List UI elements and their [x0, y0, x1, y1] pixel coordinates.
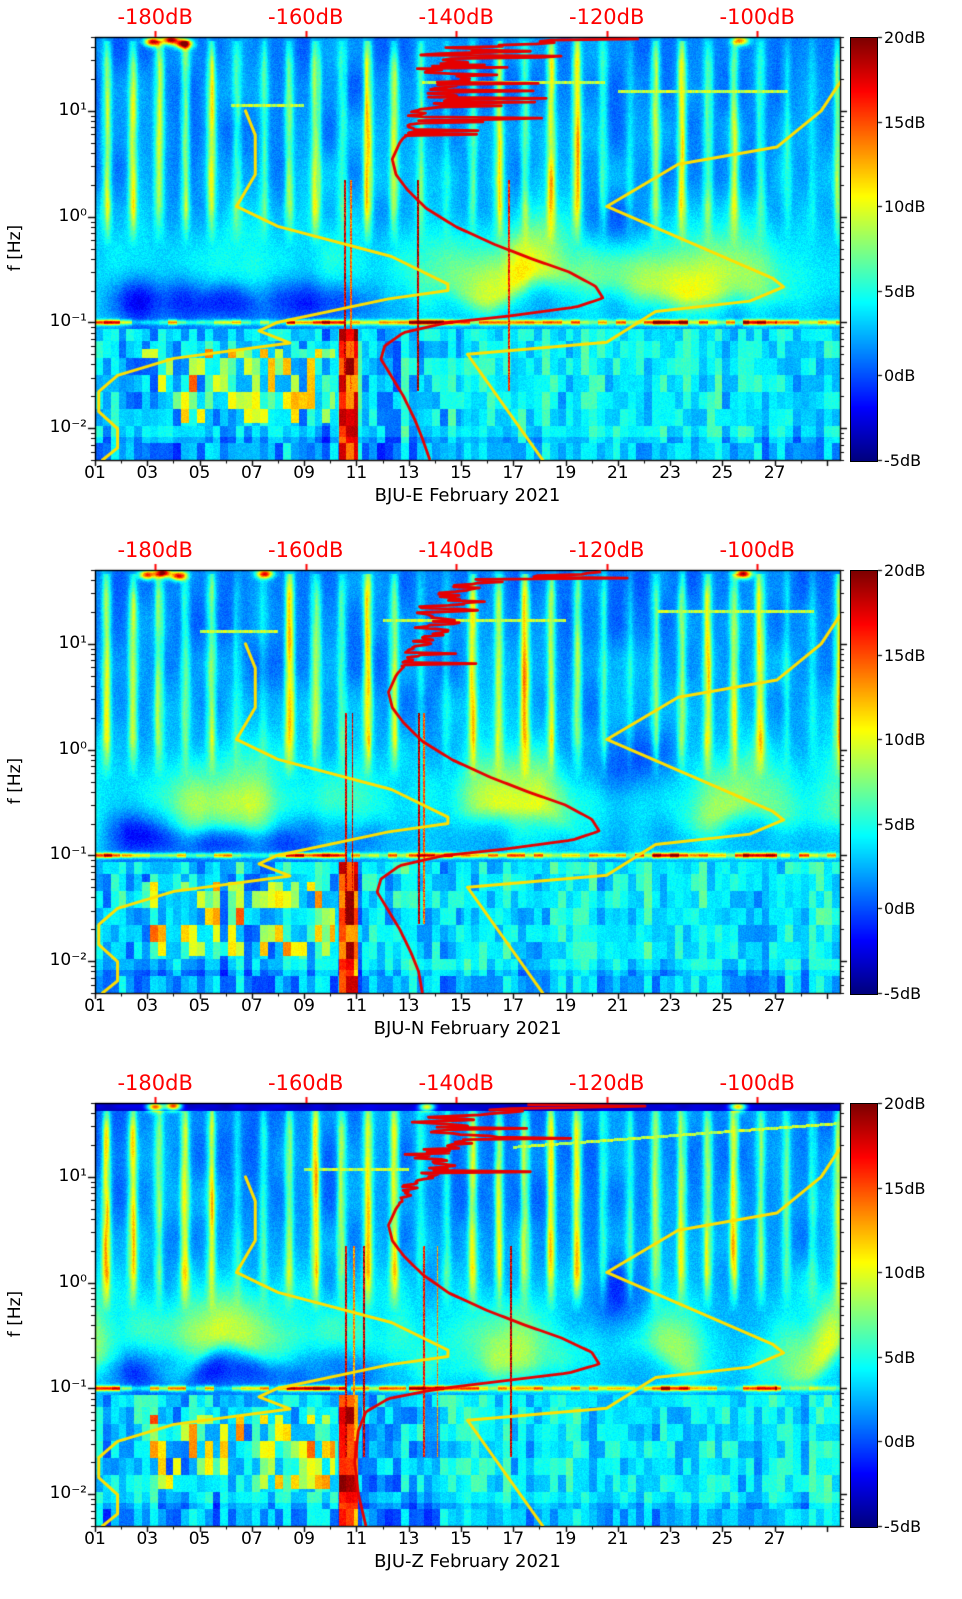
x-tick-label: 03 — [136, 996, 159, 1016]
x-tick-label: 03 — [136, 463, 159, 483]
panel-title: BJU-E February 2021 — [374, 485, 561, 506]
colorbar-tick-label: 15dB — [884, 1178, 926, 1198]
x-tick-label: 23 — [659, 996, 681, 1016]
x-tick-label: 01 — [84, 463, 106, 483]
x-tick-label: 15 — [450, 1529, 472, 1549]
y-axis-label: f [Hz] — [5, 1290, 25, 1338]
x-tick-label: 25 — [711, 1529, 734, 1549]
x-tick-label: 17 — [502, 1529, 525, 1549]
colorbar-tick-label: 0dB — [884, 366, 916, 386]
colorbar-tick-label: 15dB — [884, 112, 926, 132]
x-tick-label: 07 — [241, 1529, 263, 1549]
colorbar-tick-label: 10dB — [884, 730, 926, 750]
axes-overlay-canvas — [0, 1066, 962, 1599]
x-tick-label: 25 — [711, 463, 734, 483]
colorbar-tick-label: 5dB — [884, 1347, 916, 1367]
x-tick-label: 21 — [606, 996, 629, 1016]
x-tick-label: 19 — [554, 1529, 577, 1549]
y-axis-label: f [Hz] — [5, 224, 25, 272]
x-tick-label: 01 — [84, 1529, 106, 1549]
colorbar-tick-label: 10dB — [884, 197, 926, 217]
colorbar-tick-label: 20dB — [884, 28, 926, 47]
x-tick-label: 07 — [241, 996, 263, 1016]
x-tick-label: 23 — [659, 1529, 681, 1549]
x-tick-label: 15 — [450, 463, 472, 483]
x-tick-label: 11 — [345, 463, 368, 483]
y-tick-label: 10⁰ — [58, 1271, 87, 1292]
y-tick-label: 10¹ — [58, 1165, 87, 1186]
x-tick-label: 13 — [397, 996, 420, 1016]
panel-bju-n: -180dB -160dB -140dB -120dB -100dB f [Hz… — [0, 533, 962, 1066]
y-tick-label: 10⁻² — [49, 417, 87, 438]
x-tick-label: 09 — [293, 1529, 315, 1549]
x-tick-label: 17 — [502, 996, 525, 1016]
y-tick-label: 10⁻² — [49, 950, 87, 971]
axes-overlay-canvas — [0, 0, 962, 533]
x-tick-label: 11 — [345, 1529, 368, 1549]
colorbar-tick-label: 20dB — [884, 1094, 926, 1113]
x-tick-label: 05 — [188, 996, 211, 1016]
x-tick-label: 19 — [554, 996, 577, 1016]
panel-title: BJU-Z February 2021 — [374, 1551, 561, 1572]
colorbar — [850, 1103, 878, 1528]
y-tick-label: 10⁻¹ — [49, 1377, 87, 1398]
y-axis-label: f [Hz] — [5, 757, 25, 805]
colorbar-tick-label: 15dB — [884, 645, 926, 665]
x-tick-label: 17 — [502, 463, 525, 483]
x-tick-label: 13 — [397, 463, 420, 483]
x-tick-label: 23 — [659, 463, 681, 483]
y-tick-label: 10⁻¹ — [49, 844, 87, 865]
y-tick-label: 10⁰ — [58, 738, 87, 759]
panel-bju-z: -180dB -160dB -140dB -120dB -100dB f [Hz… — [0, 1066, 962, 1599]
colorbar-tick-label: 20dB — [884, 561, 926, 580]
colorbar-tick-label: 5dB — [884, 281, 916, 301]
y-tick-label: 10¹ — [58, 99, 87, 120]
y-tick-label: 10¹ — [58, 632, 87, 653]
colorbar-tick-label: -5dB — [884, 1517, 922, 1536]
x-tick-label: 05 — [188, 1529, 211, 1549]
x-tick-label: 11 — [345, 996, 368, 1016]
panel-title: BJU-N February 2021 — [373, 1018, 562, 1039]
x-tick-label: 21 — [606, 1529, 629, 1549]
x-tick-label: 19 — [554, 463, 577, 483]
x-tick-label: 27 — [763, 1529, 786, 1549]
x-tick-label: 03 — [136, 1529, 159, 1549]
colorbar — [850, 37, 878, 462]
x-tick-label: 13 — [397, 1529, 420, 1549]
colorbar-tick-label: 5dB — [884, 814, 916, 834]
colorbar-tick-label: -5dB — [884, 984, 922, 1003]
x-tick-label: 01 — [84, 996, 106, 1016]
axes-overlay-canvas — [0, 533, 962, 1066]
x-tick-label: 09 — [293, 463, 315, 483]
x-tick-label: 07 — [241, 463, 263, 483]
panel-bju-e: -180dB -160dB -140dB -120dB -100dB f [Hz… — [0, 0, 962, 533]
y-tick-label: 10⁻¹ — [49, 311, 87, 332]
y-tick-label: 10⁰ — [58, 205, 87, 226]
y-tick-label: 10⁻² — [49, 1483, 87, 1504]
colorbar-tick-label: -5dB — [884, 451, 922, 470]
x-tick-label: 21 — [606, 463, 629, 483]
x-tick-label: 27 — [763, 996, 786, 1016]
x-tick-label: 15 — [450, 996, 472, 1016]
x-tick-label: 25 — [711, 996, 734, 1016]
colorbar-tick-label: 0dB — [884, 899, 916, 919]
x-tick-label: 05 — [188, 463, 211, 483]
x-tick-label: 27 — [763, 463, 786, 483]
colorbar-tick-label: 10dB — [884, 1263, 926, 1283]
colorbar-tick-label: 0dB — [884, 1432, 916, 1452]
x-tick-label: 09 — [293, 996, 315, 1016]
colorbar — [850, 570, 878, 995]
